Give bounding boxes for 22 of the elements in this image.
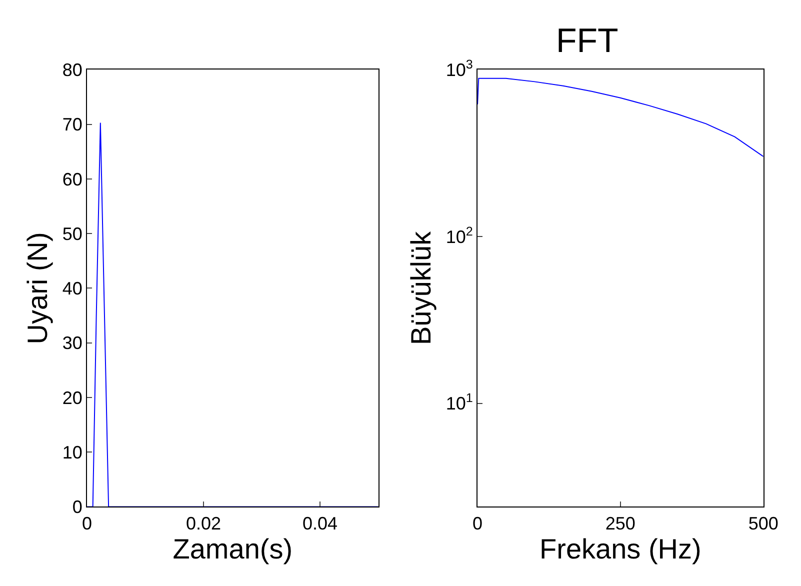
y-tick-label: 0 — [72, 497, 82, 518]
y-tick-label: 10$^{2}$ — [446, 224, 473, 247]
y-tick-label: 10 — [62, 442, 82, 462]
x-axis-title: Zaman(s) — [172, 533, 293, 564]
y-axis-title: Büyüklük — [406, 230, 437, 346]
y-tick-label: 40 — [62, 278, 82, 299]
y-tick-label: 10$^{3}$ — [446, 57, 473, 80]
y-tick-label: 80 — [62, 60, 82, 80]
line-series — [478, 78, 764, 157]
x-tick-label: 0.02 — [186, 513, 222, 534]
y-axis-title: Uyari (N) — [22, 232, 54, 344]
y-tick-label: 70 — [62, 114, 82, 135]
x-tick-label: 0.04 — [302, 513, 338, 534]
x-axis-title: Frekans (Hz) — [540, 533, 702, 564]
y-tick-label: 50 — [62, 224, 82, 244]
chart-title: FFT — [556, 22, 618, 60]
x-tick-label: 500 — [748, 513, 778, 534]
y-tick-label: 20 — [62, 388, 82, 408]
x-tick-label: 250 — [605, 513, 636, 534]
y-tick-label: 10$^{1}$ — [446, 391, 473, 414]
y-tick-label: 60 — [62, 169, 82, 190]
y-tick-label: 30 — [62, 333, 82, 354]
